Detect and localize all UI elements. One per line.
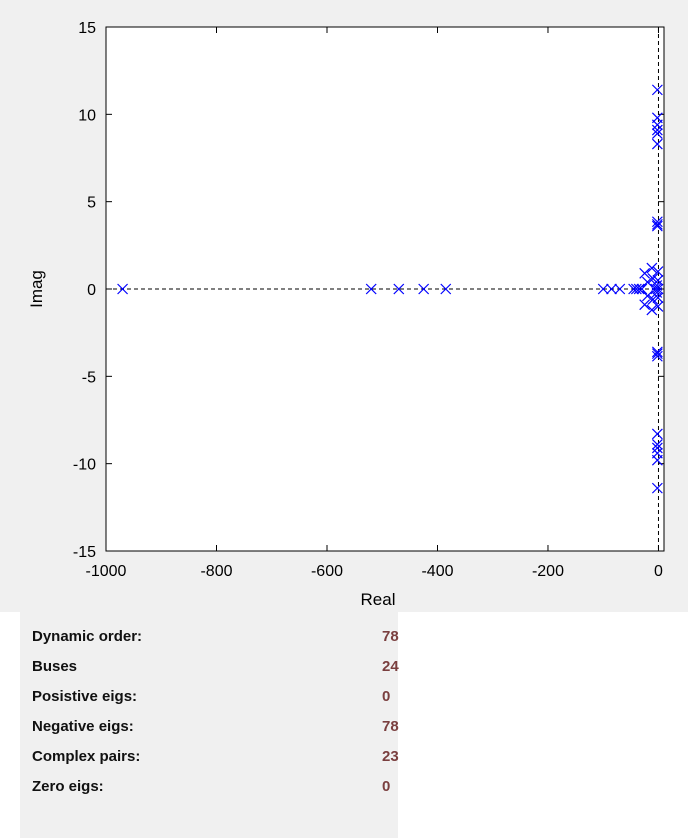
x-tick-label: -800 [200, 563, 232, 580]
x-tick-label: -1000 [86, 563, 127, 580]
y-tick-label: 5 [87, 195, 96, 212]
stat-row: Dynamic order: 78 [32, 628, 399, 650]
eigenvalue-marker [642, 276, 653, 288]
eigenvalue-marker [606, 283, 617, 295]
stat-value: 24 [382, 658, 399, 675]
eigenvalue-marker [651, 218, 663, 230]
eigenvalue-marker [393, 283, 405, 295]
eigenvalue-marker [651, 482, 663, 494]
eigenvalue-marker [652, 266, 664, 277]
eigenvalue-marker [630, 283, 642, 295]
eigenvalue-marker [597, 283, 609, 295]
eigenvalue-marker [639, 299, 651, 311]
eigenvalue-marker [636, 283, 648, 295]
eigenvalue-marker [652, 274, 664, 286]
x-tick-label: 0 [654, 563, 663, 580]
plot-area [105, 26, 665, 552]
y-tick-label: -5 [82, 369, 96, 386]
stat-value: 23 [382, 748, 399, 765]
eigenvalue-marker [651, 442, 663, 454]
stat-row: Posistive eigs: 0 [32, 688, 392, 710]
eigenvalue-marker [651, 220, 663, 232]
eigenvalue-marker [652, 292, 664, 304]
eigenvalue-marker [651, 348, 663, 360]
stat-label: Negative eigs: [32, 718, 134, 735]
y-tick-label: -15 [73, 544, 96, 561]
eigenvalue-plot: -1000 -800 -600 -400 -200 0 -15 -10 -5 0 5 10 15 Re… [27, 20, 665, 609]
x-axis-label: Real [361, 590, 396, 609]
eigenvalue-marker [650, 283, 662, 295]
eigenvalue-marker [651, 350, 663, 362]
eigenvalue-marker [652, 283, 664, 295]
y-axis-label: Imag [27, 270, 46, 308]
stat-value: 0 [382, 688, 391, 705]
x-tick-label: -400 [421, 563, 453, 580]
y-tick-label: -10 [73, 457, 96, 474]
eigenvalue-marker [440, 283, 452, 295]
stat-label: Complex pairs: [32, 748, 141, 765]
eigenvalue-marker [633, 283, 645, 295]
eigenvalue-marker [651, 447, 663, 459]
stat-row: Zero eigs: 0 [32, 778, 392, 800]
eigenvalue-marker [642, 290, 653, 302]
eigenvalue-marker [639, 267, 651, 279]
eigenvalue-marker [646, 304, 658, 316]
eigenvalue-marker [628, 283, 640, 295]
stat-label: Zero eigs: [32, 778, 104, 795]
eigenvalue-marker [614, 283, 626, 295]
eigenvalue-marker [651, 216, 663, 228]
eigenvalue-marker [652, 301, 664, 312]
system-stats-panel: Dynamic order: 78 Buses 24 Posistive eigs: 0 N… [20, 612, 399, 838]
y-tick-label: 0 [87, 282, 96, 299]
stat-row: Complex pairs: 23 [32, 748, 399, 770]
eigenvalue-marker [651, 138, 663, 150]
eigenvalue-marker [117, 283, 128, 295]
eigenvalue-marker [418, 283, 430, 295]
eigenvalue-marker [651, 119, 663, 131]
x-tick-label: -600 [311, 563, 343, 580]
x-tick-label: -200 [532, 563, 564, 580]
eigenvalue-marker [646, 262, 658, 274]
eigenvalue-plot-panel: -1000 -800 -600 -400 -200 0 -15 -10 -5 0 5 10 15 Re… [0, 0, 688, 612]
stat-value: 78 [382, 628, 399, 645]
stat-value: 78 [382, 718, 399, 735]
eigenvalue-marker [651, 128, 663, 139]
y-tick-label: 15 [78, 20, 96, 37]
stat-label: Dynamic order: [32, 628, 143, 645]
stat-label: Buses [32, 658, 78, 675]
eigenvalue-marker [651, 84, 663, 96]
eigenvalue-marker [651, 346, 663, 358]
stat-label: Posistive eigs: [32, 688, 138, 705]
stat-value: 0 [382, 778, 391, 795]
eigenvalue-marker [651, 439, 663, 450]
eigenvalue-marker [365, 283, 377, 295]
stat-row: Buses 24 [32, 658, 399, 680]
y-tick-label: 10 [78, 107, 96, 124]
stat-row: Negative eigs: 78 [32, 718, 399, 740]
eigenvalue-marker [651, 428, 663, 440]
eigenvalue-marker [651, 124, 663, 136]
